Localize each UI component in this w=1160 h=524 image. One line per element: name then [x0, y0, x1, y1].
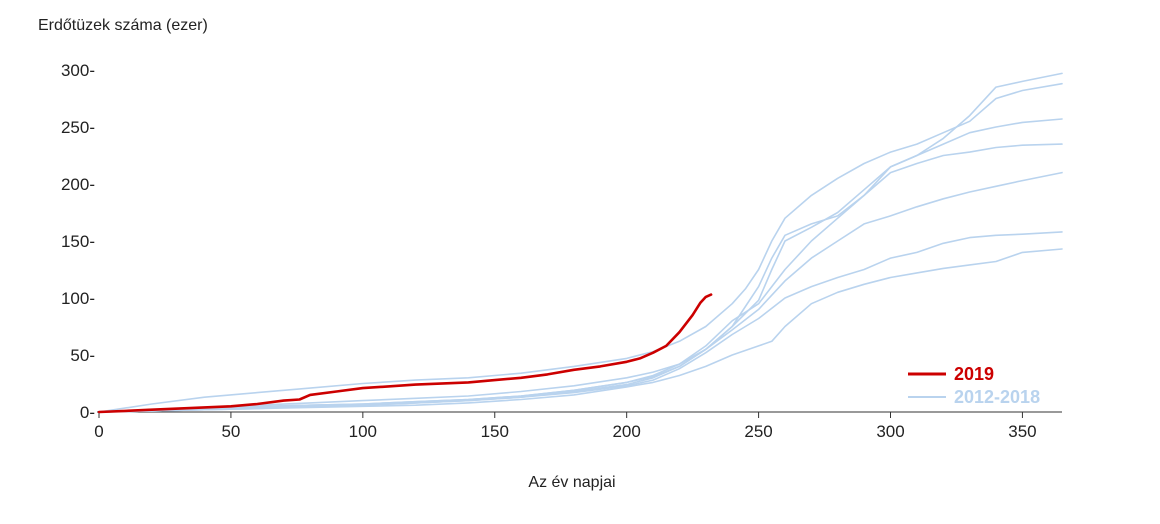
series-line	[98, 82, 1063, 413]
x-tick-label: 200	[612, 422, 640, 441]
x-tick-label: 250	[744, 422, 772, 441]
legend: 2019 2012-2018	[908, 364, 1040, 407]
y-tick-label: 250-	[61, 118, 95, 137]
x-tick-label: 0	[94, 422, 103, 441]
x-tick-label: 300	[876, 422, 904, 441]
series-line	[98, 143, 1063, 413]
x-tick-label: 100	[349, 422, 377, 441]
x-axis-title: Az év napjai	[528, 474, 615, 491]
series-layer	[97, 72, 1063, 414]
y-tick-label: 150-	[61, 232, 95, 251]
series-line	[98, 231, 1063, 413]
x-tick-label: 350	[1008, 422, 1036, 441]
series-line-highlight	[97, 293, 713, 414]
y-tick-label: 100-	[61, 289, 95, 308]
legend-label: 2019	[954, 364, 994, 384]
y-tick-label: 200-	[61, 175, 95, 194]
y-tick-label: 0-	[80, 403, 95, 422]
series-line	[98, 248, 1063, 413]
y-tick-label: 300-	[61, 61, 95, 80]
series-line	[98, 72, 1063, 413]
y-axis-title: Erdőtüzek száma (ezer)	[38, 17, 208, 34]
series-line	[98, 171, 1063, 413]
y-tick-label: 50-	[70, 346, 95, 365]
x-tick-label: 150	[481, 422, 509, 441]
y-axis: 0- 50- 100- 150- 200- 250- 300-	[61, 61, 95, 422]
x-axis: 0 50 100 150 200 250 300 350	[94, 412, 1037, 441]
x-tick-label: 50	[221, 422, 240, 441]
legend-label: 2012-2018	[954, 387, 1040, 407]
